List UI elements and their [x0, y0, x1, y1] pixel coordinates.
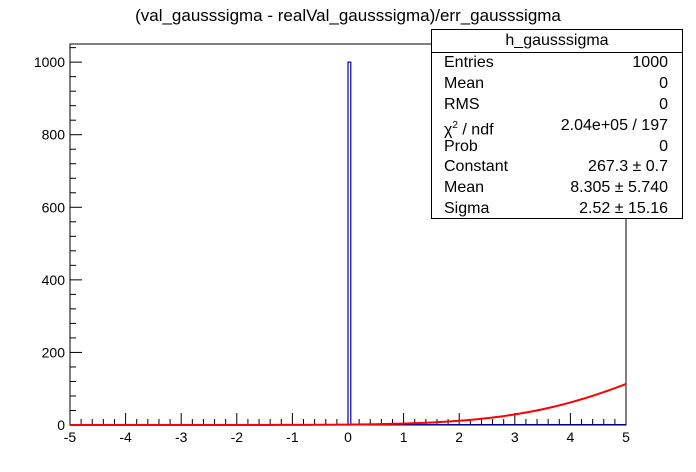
x-tick-label: -5	[64, 429, 77, 445]
x-tick-label: -1	[286, 429, 299, 445]
stats-row-constant: Constant 267.3 ± 0.7	[432, 157, 682, 178]
stats-value: 8.305 ± 5.740	[570, 179, 668, 197]
chart-title: (val_gausssigma - realVal_gausssigma)/er…	[135, 6, 561, 25]
stats-value: 2.52 ± 15.16	[579, 200, 668, 218]
y-tick-label: 400	[42, 272, 66, 288]
stats-value: 0	[659, 74, 668, 92]
stats-value: 2.04e+05 / 197	[560, 116, 668, 134]
stats-key: Mean	[444, 179, 485, 197]
stats-key: Sigma	[444, 200, 490, 218]
histogram-bar	[347, 61, 352, 426]
x-tick-label: 3	[511, 429, 519, 445]
stats-value: 0	[659, 95, 668, 113]
x-tick-label: 4	[567, 429, 575, 445]
stats-value: 0	[659, 137, 668, 155]
stats-title: h_gausssigma	[432, 30, 682, 53]
stats-key: RMS	[444, 95, 480, 113]
y-tick-label: 800	[42, 127, 66, 143]
y-tick-label: 0	[57, 417, 65, 433]
fit-curve	[70, 383, 627, 426]
stats-box: h_gausssigma Entries 1000 Mean 0 RMS 0 χ…	[431, 29, 683, 219]
stats-row-entries: Entries 1000	[432, 53, 682, 74]
stats-row-sigma: Sigma 2.52 ± 15.16	[432, 199, 682, 220]
stats-row-fit-mean: Mean 8.305 ± 5.740	[432, 178, 682, 199]
stats-key-chi2: χ2 / ndf	[444, 119, 494, 138]
x-tick-label: 5	[622, 429, 630, 445]
stats-row-mean: Mean 0	[432, 74, 682, 95]
y-tick-label: 1000	[34, 54, 65, 70]
y-tick-label: 600	[42, 199, 66, 215]
chi-exponent: 2	[452, 119, 458, 131]
stats-value: 1000	[632, 54, 668, 71]
stats-key: Prob	[444, 137, 478, 155]
stats-row-rms: RMS 0	[432, 95, 682, 116]
stats-key: Constant	[444, 158, 509, 176]
x-tick-label: 0	[344, 429, 352, 445]
x-tick-label: -3	[175, 429, 188, 445]
stats-row-prob: Prob 0	[432, 137, 682, 158]
y-tick-label: 200	[42, 344, 66, 360]
x-tick-label: 2	[455, 429, 463, 445]
x-tick-label: -4	[119, 429, 132, 445]
stats-value: 267.3 ± 0.7	[588, 158, 668, 176]
x-tick-label: 1	[400, 429, 408, 445]
stats-row-chi2: χ2 / ndf 2.04e+05 / 197	[432, 116, 682, 138]
stats-key: Entries	[444, 54, 494, 71]
chi-symbol: χ	[444, 121, 453, 138]
x-tick-label: -2	[231, 429, 244, 445]
stats-key: Mean	[444, 74, 485, 92]
